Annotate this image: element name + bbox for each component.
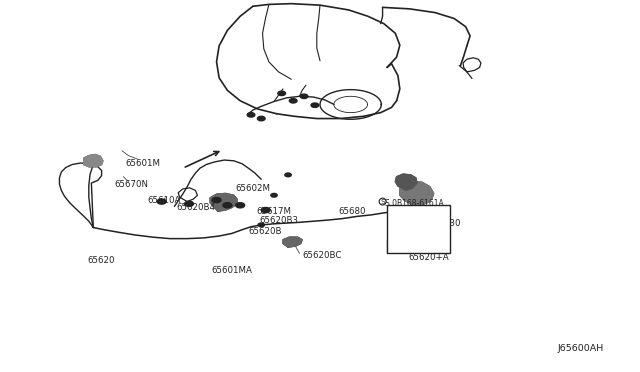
Circle shape (257, 116, 265, 121)
Bar (387, 205, 450, 253)
Text: 65602M: 65602M (236, 185, 271, 193)
Circle shape (157, 199, 166, 204)
Text: S: S (380, 199, 385, 205)
Circle shape (271, 193, 277, 197)
Text: 65620: 65620 (87, 256, 115, 265)
Text: 65630: 65630 (434, 219, 461, 228)
Circle shape (311, 103, 319, 108)
Text: 65620B4: 65620B4 (176, 203, 215, 212)
Circle shape (236, 203, 244, 208)
Circle shape (278, 91, 285, 96)
Circle shape (212, 198, 221, 203)
Text: J65600AH: J65600AH (557, 344, 604, 353)
Text: 65680: 65680 (338, 207, 365, 216)
Circle shape (289, 99, 297, 103)
Polygon shape (84, 154, 103, 167)
Circle shape (258, 223, 264, 227)
Circle shape (223, 203, 232, 208)
Text: 65601MA: 65601MA (211, 266, 252, 275)
Text: 65620B: 65620B (248, 227, 282, 236)
Text: <E>: <E> (393, 207, 410, 216)
Polygon shape (210, 193, 237, 211)
Text: S 0B168-6161A: S 0B168-6161A (385, 199, 444, 208)
Circle shape (261, 208, 270, 213)
Text: 65620BC: 65620BC (302, 251, 342, 260)
Text: 65620B3: 65620B3 (259, 216, 298, 225)
Text: 65617M: 65617M (256, 207, 291, 216)
Text: 65601M: 65601M (125, 159, 160, 168)
Polygon shape (283, 237, 302, 247)
Circle shape (300, 94, 308, 99)
Circle shape (184, 201, 193, 206)
Text: 65670N: 65670N (115, 180, 148, 189)
Circle shape (285, 173, 291, 177)
Text: 65610A: 65610A (148, 196, 181, 205)
Circle shape (247, 113, 255, 117)
Text: 65620+A: 65620+A (408, 253, 449, 262)
Polygon shape (400, 182, 434, 206)
Polygon shape (396, 174, 417, 190)
